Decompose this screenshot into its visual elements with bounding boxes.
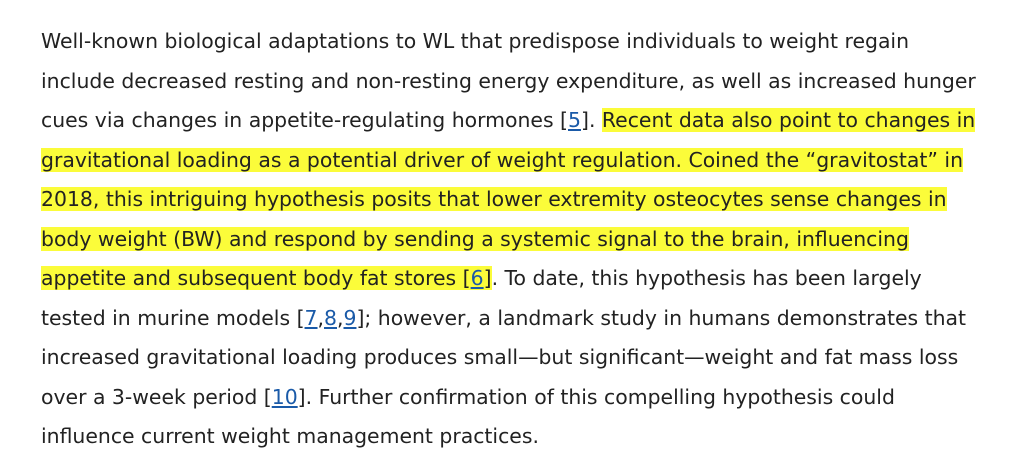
sentence-conclusion: ]. Further confirmation of this compelli… xyxy=(41,384,895,449)
sentence-human-study: ]; however, a landmark study in humans d… xyxy=(41,305,967,409)
highlighted-text-end: ] xyxy=(483,266,492,290)
reference-link-9[interactable]: 9 xyxy=(343,305,357,330)
reference-separator: , xyxy=(317,305,325,330)
article-paragraph: Well-known biological adaptations to WL … xyxy=(41,22,986,457)
highlighted-text: Recent data also point to changes in gra… xyxy=(41,108,976,290)
highlighted-passage: Recent data also point to changes in gra… xyxy=(41,108,976,290)
reference-link-5[interactable]: 5 xyxy=(568,108,581,132)
reference-separator: , xyxy=(337,305,344,330)
sentence-adaptations-end: ]. xyxy=(580,108,602,132)
reference-link-7[interactable]: 7 xyxy=(304,305,318,330)
reference-link-8[interactable]: 8 xyxy=(324,305,337,330)
reference-link-10[interactable]: 10 xyxy=(271,384,298,409)
reference-link-6[interactable]: 6 xyxy=(470,266,484,290)
sentence-murine-models: . To date, this hypothesis has been larg… xyxy=(41,266,922,330)
sentence-adaptations: Well-known biological adaptations to WL … xyxy=(41,29,976,132)
